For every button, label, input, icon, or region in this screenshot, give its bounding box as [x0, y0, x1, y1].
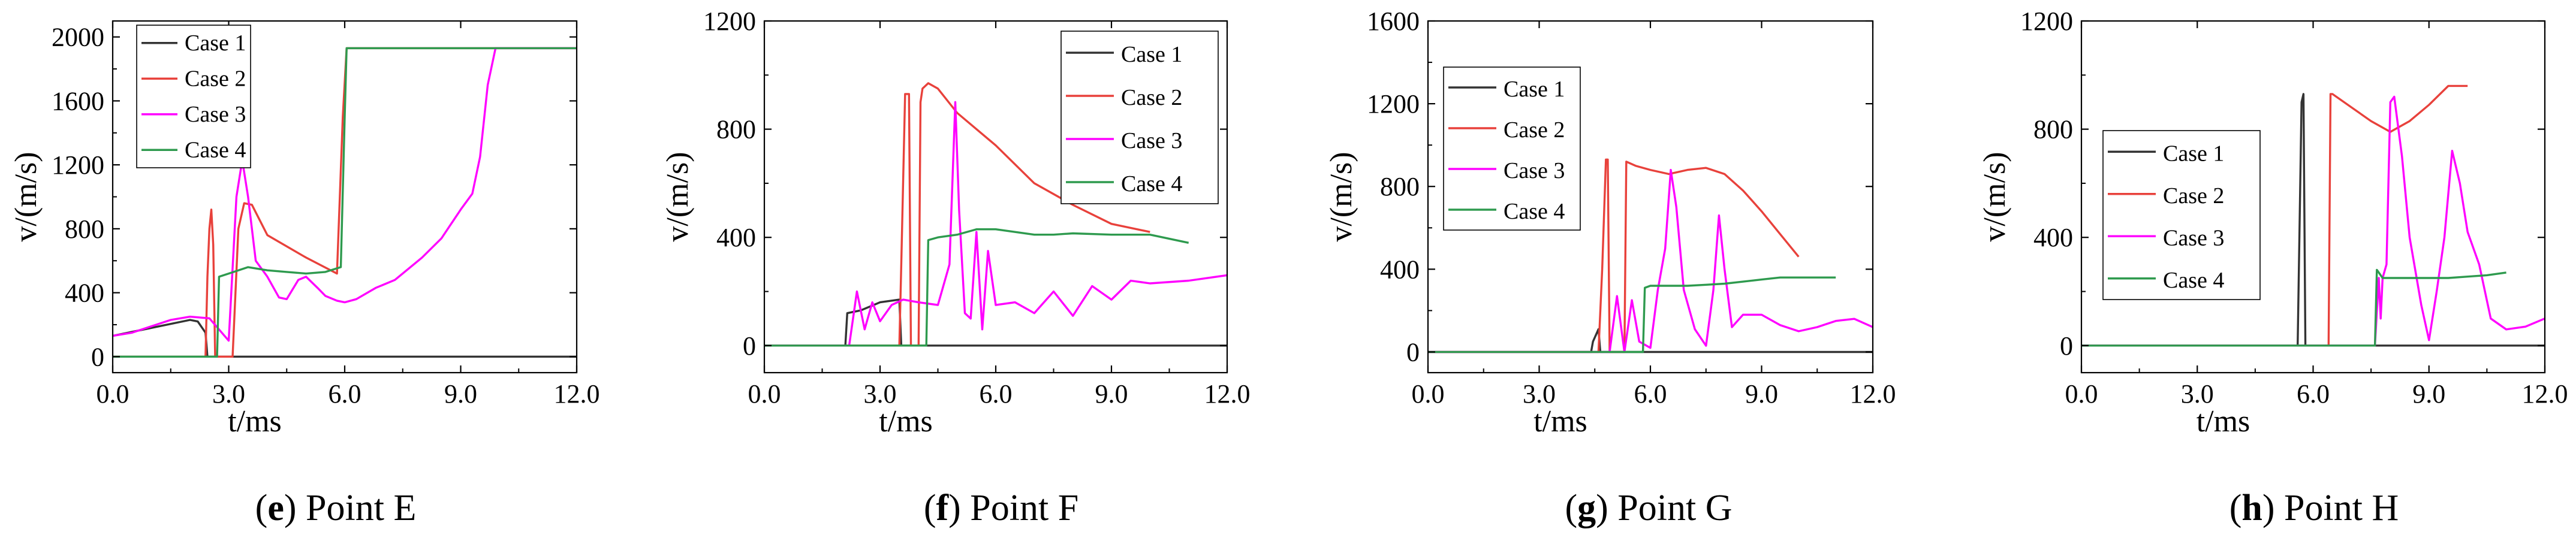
legend-label: Case 1 — [1121, 42, 1182, 67]
y-tick-label: 400 — [1380, 255, 1420, 284]
chart-panel-g: 0.0 3.0 6.0 9.0 12.0 0 400 800 1200 1600 t/ms v/(m/… — [1324, 7, 1896, 528]
series-line-case-2 — [764, 82, 1150, 347]
series-group — [113, 47, 577, 358]
x-axis-title: t/ms — [879, 404, 933, 439]
series-line-case-2 — [2081, 84, 2468, 347]
legend: Case 1 Case 2 Case 3 Case 4 — [1060, 31, 1219, 204]
x-tick-label: 0.0 — [1412, 379, 1445, 409]
series-line-case-1 — [113, 319, 577, 358]
x-tick-label: 12.0 — [1204, 379, 1251, 409]
x-axis-title: t/ms — [1533, 404, 1587, 439]
legend-label: Case 1 — [185, 31, 246, 56]
series-line-case-4 — [764, 228, 1189, 347]
x-tick-label: 0.0 — [2065, 379, 2098, 409]
y-tick-label: 0 — [1406, 337, 1420, 367]
y-tick-label: 0 — [743, 331, 756, 361]
x-tick-label: 9.0 — [1745, 379, 1778, 409]
y-tick-label: 1200 — [52, 150, 104, 180]
legend-label: Case 2 — [1504, 117, 1565, 143]
x-tick-label: 3.0 — [2181, 379, 2214, 409]
series-group — [1428, 158, 1873, 353]
x-tick-label: 12.0 — [1850, 379, 1896, 409]
legend-label: Case 2 — [2163, 183, 2224, 208]
legend-label: Case 4 — [2163, 268, 2224, 293]
series-line-case-3 — [113, 47, 577, 342]
legend: Case 1 Case 2 Case 3 Case 4 — [136, 25, 251, 168]
y-tick-label: 0 — [2060, 331, 2073, 361]
series-line-case-4 — [1428, 276, 1836, 353]
series-line-case-3 — [2081, 95, 2545, 347]
legend-label: Case 4 — [185, 137, 246, 162]
x-tick-label: 9.0 — [444, 379, 477, 409]
legend-label: Case 4 — [1504, 199, 1565, 224]
legend-label: Case 3 — [1121, 128, 1182, 153]
y-tick-label: 800 — [2033, 115, 2073, 144]
y-tick-label: 1600 — [1367, 7, 1420, 36]
x-tick-label: 6.0 — [1634, 379, 1667, 409]
y-tick-label: 1600 — [52, 86, 104, 116]
series-group — [2081, 84, 2545, 347]
series-line-case-2 — [1428, 158, 1800, 353]
x-tick-label: 6.0 — [980, 379, 1013, 409]
panel-caption: (e) Point E — [255, 488, 417, 528]
legend: Case 1 Case 2 Case 3 Case 4 — [1443, 67, 1581, 231]
y-axis-title: v/(m/s) — [9, 152, 43, 241]
x-axis-title: t/ms — [2197, 404, 2250, 439]
x-tick-label: 3.0 — [864, 379, 897, 409]
chart-panel-e: 0.0 3.0 6.0 9.0 12.0 0 400 800 1200 1600 2000 t/ms v… — [9, 20, 600, 528]
y-tick-label: 1200 — [1367, 89, 1420, 119]
y-tick-label: 2000 — [52, 23, 104, 52]
y-tick-label: 800 — [1380, 172, 1420, 201]
x-tick-label: 6.0 — [329, 379, 361, 409]
x-tick-label: 3.0 — [212, 379, 245, 409]
legend-label: Case 3 — [1504, 158, 1565, 183]
legend-box — [1060, 31, 1219, 204]
y-tick-label: 400 — [2033, 223, 2073, 252]
series-line-case-4 — [113, 47, 577, 358]
series-group — [764, 82, 1227, 347]
series-line-case-4 — [2081, 268, 2506, 347]
x-tick-label: 3.0 — [1523, 379, 1556, 409]
series-line-case-2 — [113, 47, 577, 358]
legend-label: Case 3 — [185, 102, 246, 127]
legend-label: Case 3 — [2163, 225, 2224, 250]
x-tick-label: 9.0 — [2412, 379, 2445, 409]
legend-box — [136, 25, 251, 168]
x-tick-label: 12.0 — [554, 379, 600, 409]
y-axis-title: v/(m/s) — [1978, 152, 2012, 241]
y-tick-label: 1200 — [703, 7, 756, 36]
series-line-case-3 — [764, 101, 1227, 347]
series-line-case-3 — [1428, 168, 1873, 353]
y-tick-label: 400 — [716, 223, 756, 252]
legend: Case 1 Case 2 Case 3 Case 4 — [2102, 130, 2261, 300]
legend-label: Case 1 — [1504, 77, 1565, 102]
legend-box — [1443, 67, 1581, 231]
x-tick-label: 6.0 — [2297, 379, 2330, 409]
y-tick-label: 800 — [65, 214, 104, 244]
y-tick-label: 1200 — [2020, 7, 2073, 36]
legend-label: Case 2 — [185, 66, 246, 91]
legend-label: Case 2 — [1121, 85, 1182, 110]
x-tick-label: 0.0 — [97, 379, 129, 409]
legend-box — [2102, 130, 2261, 300]
chart-panel-h: 0.0 3.0 6.0 9.0 12.0 0 400 800 1200 t/ms v/(m/s) Ca… — [1978, 7, 2568, 528]
panel-caption: (h) Point H — [2229, 488, 2399, 528]
y-axis-title: v/(m/s) — [661, 152, 695, 241]
y-axis-title: v/(m/s) — [1324, 152, 1358, 241]
series-line-case-1 — [764, 298, 1227, 347]
chart-panel-f: 0.0 3.0 6.0 9.0 12.0 0 400 800 1200 t/ms v/(m/s) Ca… — [661, 7, 1251, 528]
x-tick-label: 9.0 — [1095, 379, 1128, 409]
x-tick-label: 12.0 — [2522, 379, 2568, 409]
x-axis-title: t/ms — [228, 404, 282, 439]
legend-label: Case 4 — [1121, 171, 1182, 197]
y-tick-label: 800 — [716, 115, 756, 144]
panel-caption: (g) Point G — [1565, 488, 1732, 528]
y-tick-label: 0 — [91, 342, 104, 371]
x-tick-label: 0.0 — [748, 379, 781, 409]
legend-label: Case 1 — [2163, 141, 2224, 166]
y-tick-label: 400 — [65, 279, 104, 308]
panel-caption: (f) Point F — [924, 488, 1078, 528]
